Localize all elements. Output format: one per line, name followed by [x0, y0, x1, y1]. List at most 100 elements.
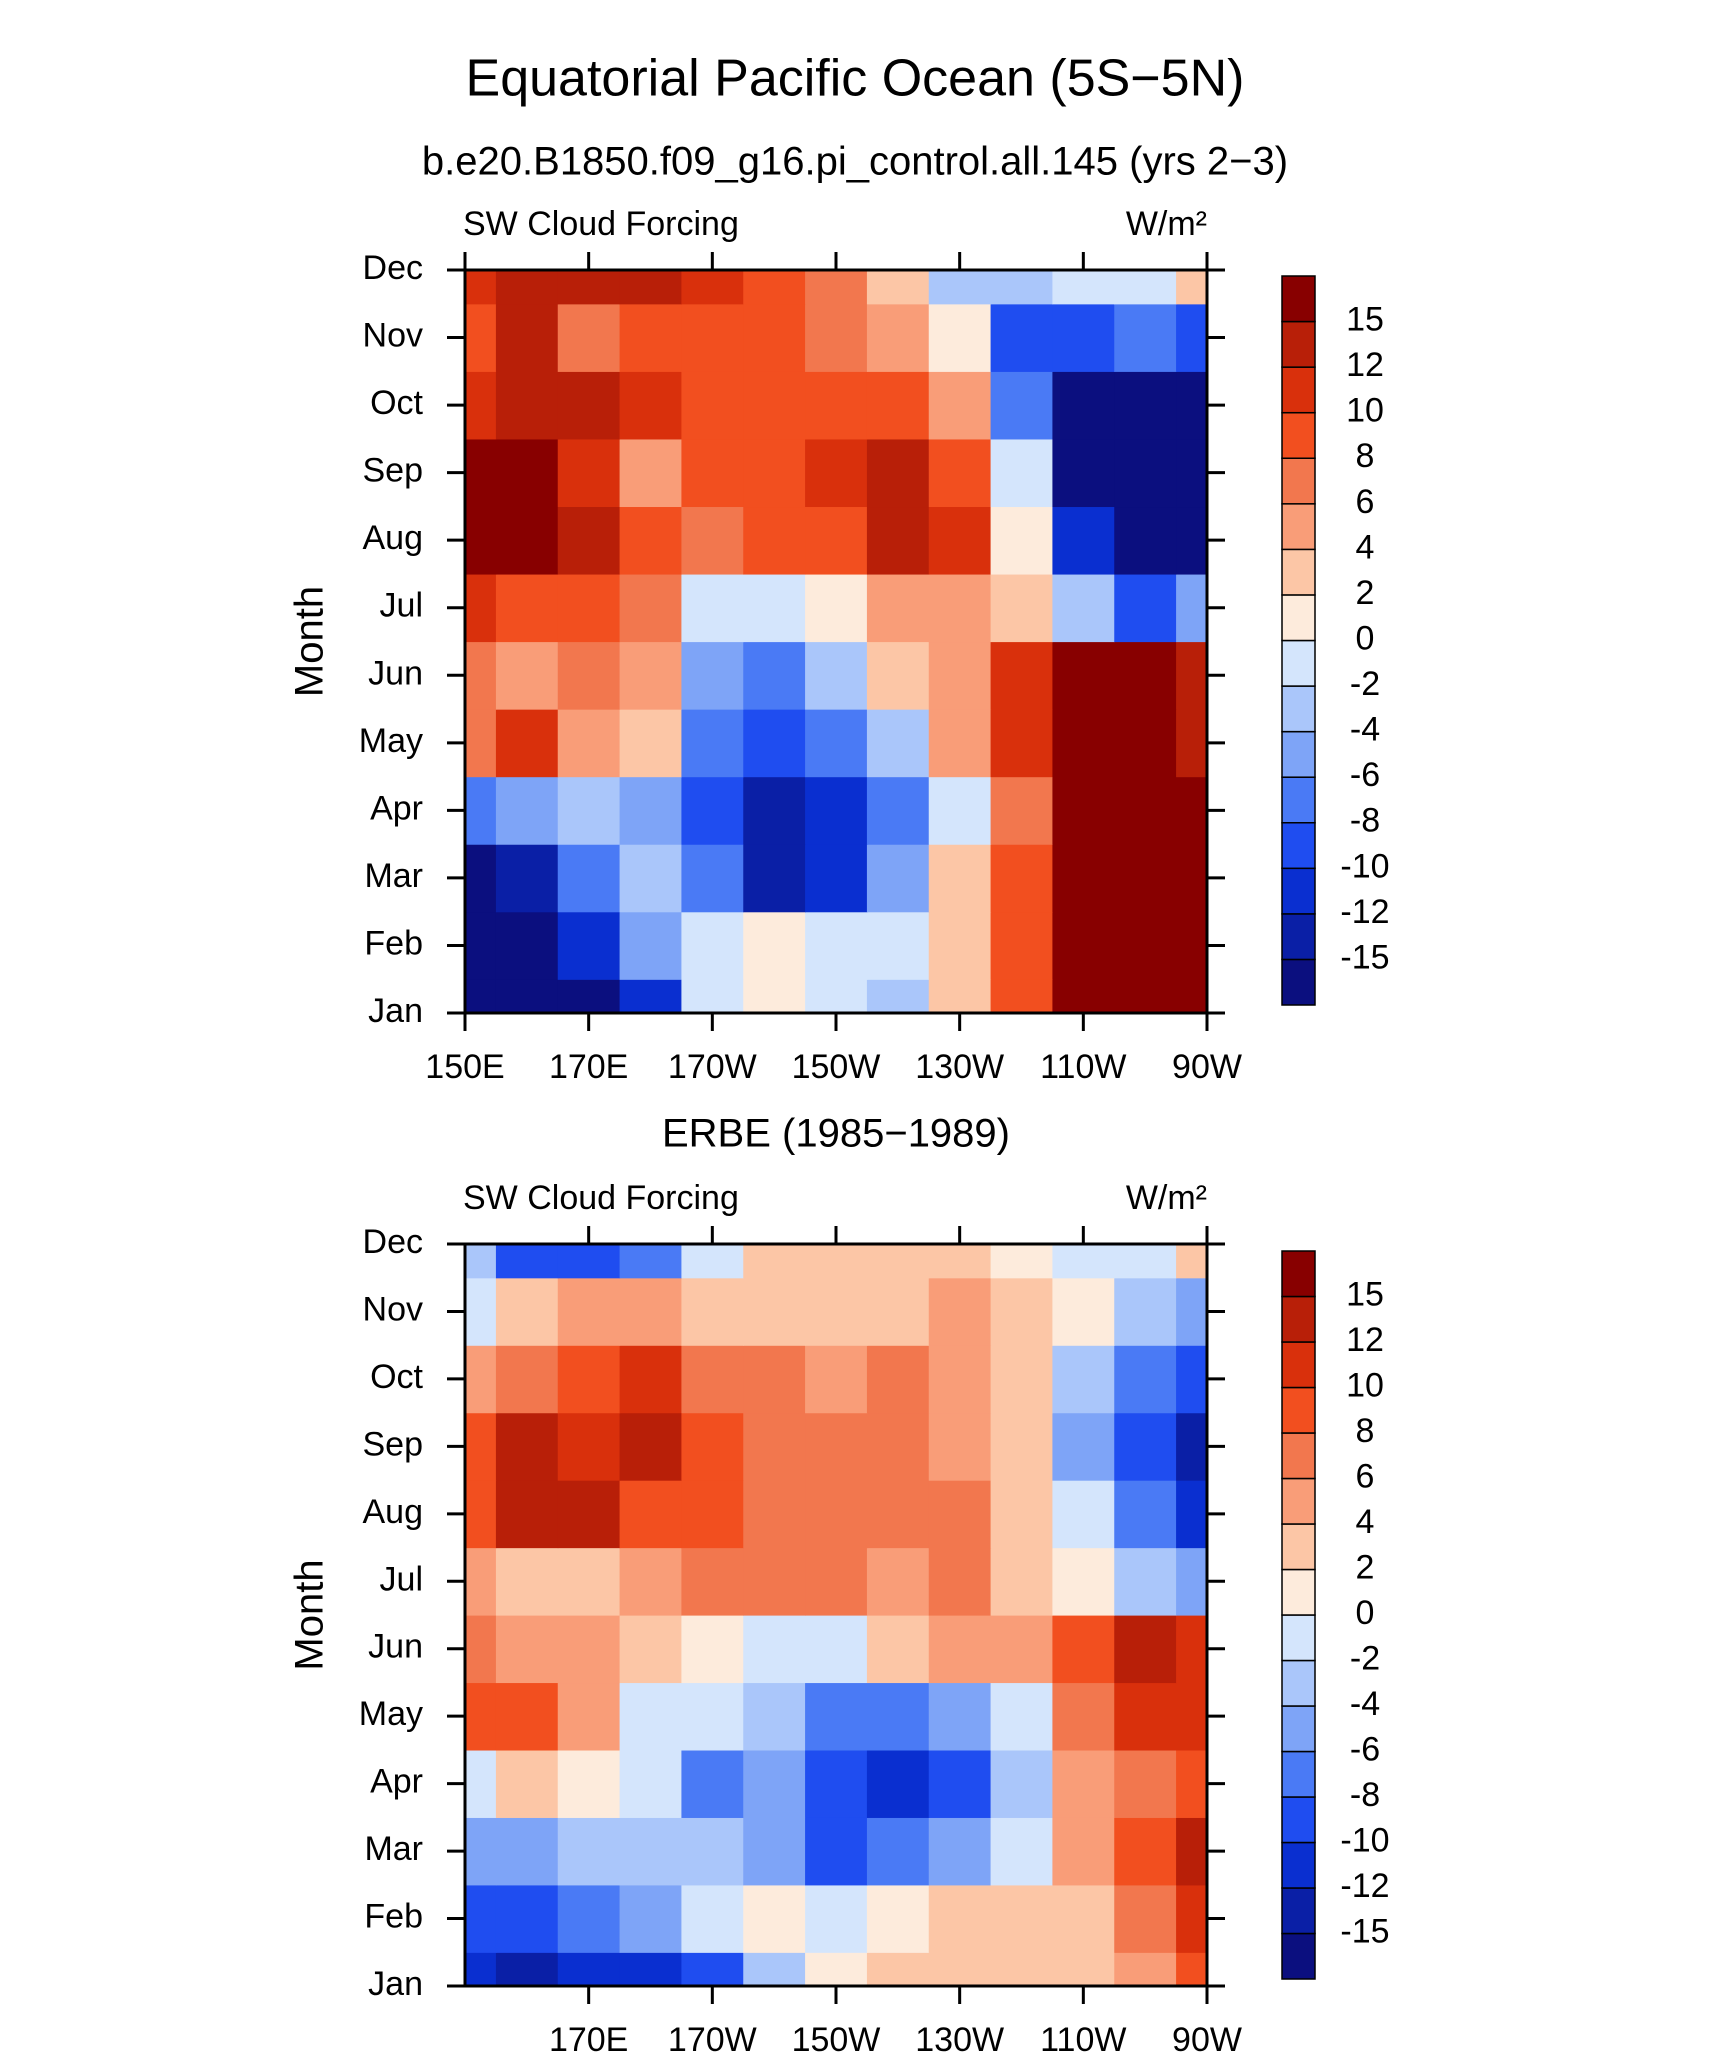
- cell: [1114, 573, 1177, 643]
- cell: [743, 641, 806, 710]
- cell: [1114, 1277, 1177, 1346]
- x-tick-label: 130W: [915, 1048, 1004, 1086]
- cell: [619, 1615, 683, 1684]
- cell: [681, 573, 744, 643]
- cell: [990, 1615, 1054, 1684]
- y-tick-label: Oct: [370, 384, 423, 422]
- cell: [619, 438, 683, 508]
- y-tick-label: May: [359, 722, 423, 760]
- cell: [1176, 1412, 1208, 1481]
- cell: [557, 1884, 621, 1953]
- cell: [619, 1817, 683, 1886]
- y-tick-label: Dec: [363, 1223, 423, 1261]
- cell: [805, 709, 868, 778]
- cell: [990, 1277, 1054, 1346]
- cell: [495, 573, 559, 643]
- colorbar-label: -2: [1350, 665, 1380, 703]
- cell: [619, 979, 683, 1014]
- colorbar-box: [1281, 1295, 1316, 1343]
- cell: [681, 506, 744, 575]
- colorbar-box: [1281, 1523, 1316, 1571]
- y-axis-title: Month: [288, 586, 332, 697]
- cell: [557, 709, 621, 778]
- cell: [495, 979, 559, 1014]
- y-tick-label: Mar: [364, 857, 423, 895]
- cell: [619, 844, 683, 913]
- cell: [743, 1244, 806, 1279]
- cell: [495, 641, 559, 710]
- cell: [681, 1480, 744, 1549]
- cell: [866, 1682, 930, 1751]
- cell: [805, 1480, 868, 1549]
- colorbar-box: [1281, 958, 1316, 1006]
- cell: [990, 1480, 1054, 1549]
- cell: [990, 709, 1054, 778]
- y-tick-label: Mar: [364, 1830, 423, 1868]
- cell: [557, 270, 621, 305]
- y-tick-label: May: [359, 1695, 423, 1733]
- cell: [990, 371, 1054, 440]
- colorbar-label: -12: [1340, 1867, 1389, 1905]
- y-tick-label: Nov: [363, 1290, 423, 1328]
- cell: [928, 844, 992, 913]
- cell: [495, 1884, 559, 1953]
- cell: [743, 303, 806, 372]
- cell: [743, 1884, 806, 1953]
- cell: [1052, 979, 1115, 1014]
- cell: [866, 573, 930, 643]
- cell: [1114, 911, 1177, 980]
- cell: [805, 506, 868, 575]
- cell: [928, 709, 992, 778]
- cell: [805, 911, 868, 980]
- colorbar-label: -4: [1350, 1685, 1380, 1723]
- cell: [866, 1952, 930, 1987]
- colorbar-label: 4: [1356, 1503, 1375, 1541]
- cell: [805, 1884, 868, 1953]
- y-tick-label: Jun: [368, 1628, 423, 1666]
- colorbar-box: [1281, 1477, 1316, 1525]
- cell: [866, 979, 930, 1014]
- figure-title: Equatorial Pacific Ocean (5S−5N): [466, 50, 1245, 108]
- colorbar-label: 12: [1346, 346, 1384, 384]
- cell: [465, 911, 497, 980]
- colorbar-label: 6: [1356, 483, 1375, 521]
- colorbar-label: -8: [1350, 802, 1380, 840]
- cell: [681, 844, 744, 913]
- cell: [805, 844, 868, 913]
- cell: [743, 1682, 806, 1751]
- y-tick-label: Aug: [363, 1493, 424, 1531]
- cell: [990, 303, 1054, 372]
- cell: [557, 303, 621, 372]
- y-tick-label: Oct: [370, 1358, 423, 1396]
- colorbar-box: [1281, 1841, 1316, 1889]
- cell: [465, 438, 497, 508]
- cell: [557, 1412, 621, 1481]
- cell: [1176, 1817, 1208, 1886]
- cell: [805, 371, 868, 440]
- cell: [1052, 911, 1115, 980]
- colorbar-box: [1281, 776, 1316, 824]
- cell: [681, 1615, 744, 1684]
- cell: [465, 506, 497, 575]
- cell: [1052, 303, 1115, 372]
- cell: [495, 1615, 559, 1684]
- cell: [743, 371, 806, 440]
- cell: [1114, 506, 1177, 575]
- colorbar-label: 0: [1356, 619, 1375, 657]
- cell: [743, 979, 806, 1014]
- y-tick-label: Dec: [363, 249, 423, 287]
- cell: [1052, 438, 1115, 508]
- cell: [990, 1547, 1054, 1616]
- colorbar-label: 10: [1346, 1366, 1384, 1404]
- cell: [1052, 1412, 1115, 1481]
- cell: [805, 1817, 868, 1886]
- colorbar-box: [1281, 1659, 1316, 1707]
- cell: [495, 1244, 559, 1279]
- cell: [495, 1412, 559, 1481]
- cell: [557, 573, 621, 643]
- cell: [743, 1952, 806, 1987]
- colorbar-label: 2: [1356, 1548, 1375, 1586]
- cell: [990, 1884, 1054, 1953]
- cell: [990, 844, 1054, 913]
- cell: [928, 303, 992, 372]
